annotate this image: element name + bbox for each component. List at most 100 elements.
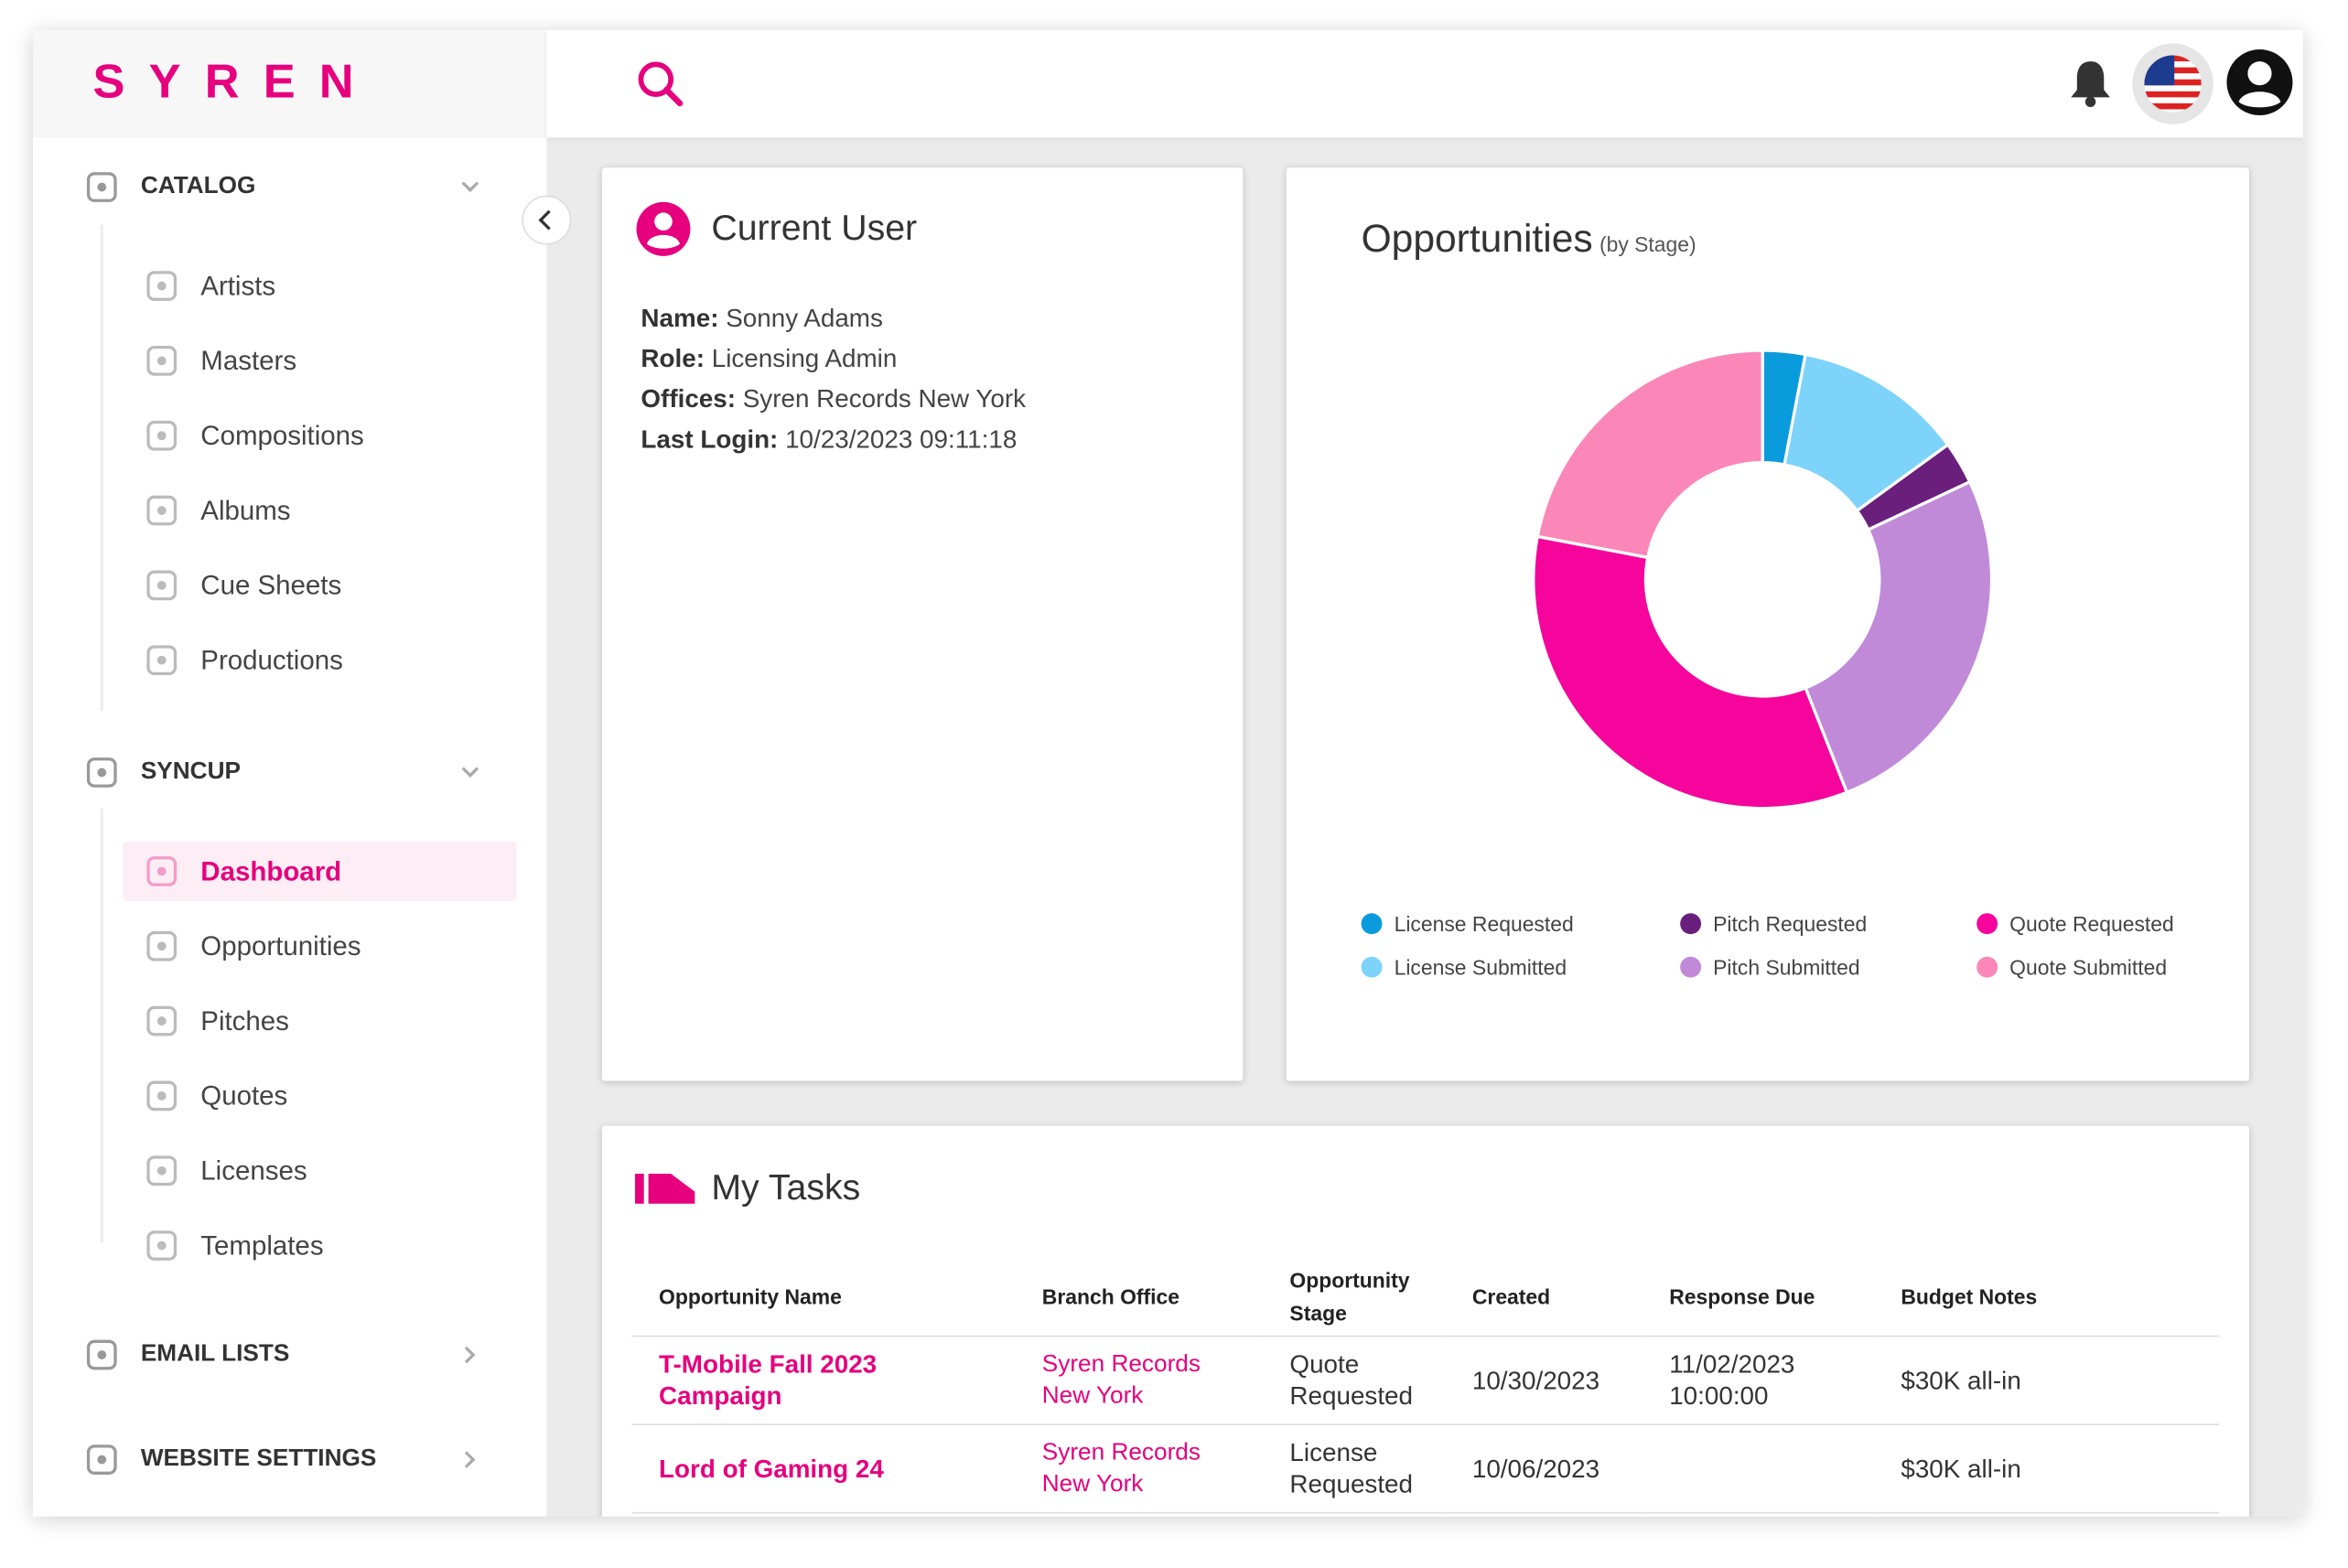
nav-item[interactable]: Productions [123,630,516,690]
nav-item[interactable]: Albums [123,480,516,540]
legend-label: License Requested [1394,910,1574,935]
column-header: Created [1445,1257,1643,1337]
icon-shape [146,420,178,451]
card-title: Current User [711,208,918,249]
nav-section[interactable]: CATALOG [84,169,479,205]
table-cell: $30K all-in [1873,1424,2220,1514]
legend-label: Pitch Submitted [1713,954,1860,979]
icon-shape [156,1165,167,1176]
search-icon[interactable] [637,59,684,107]
nav-section[interactable]: EMAIL LISTS [84,1337,476,1372]
column-header: Opportunity Name [631,1257,1016,1337]
nav-icon [146,346,178,376]
chart-subtitle: (by Stage) [1599,231,1696,256]
field-value: Syren Records New York [742,384,1027,413]
nav-item[interactable]: Pitches [123,991,516,1050]
chart-heading: Opportunities (by Stage) [1362,216,1696,263]
table-cell[interactable]: Syren Records New York [1015,1336,1263,1425]
donut-slice [1804,479,1994,795]
chevron-shape [461,181,479,193]
legend-entry: Quote Requested [1976,901,2276,944]
legend-swatch [1361,955,1383,977]
nav-section[interactable]: WEBSITE SETTINGS [84,1442,476,1477]
nav-icon [146,645,178,676]
legend-swatch [1361,912,1383,934]
legend-entry: Quote Submitted [1976,945,2276,988]
table-cell: Quote Requested [1262,1336,1446,1425]
card-title: My Tasks [711,1167,861,1208]
language-flag[interactable] [2131,42,2215,126]
nav-icon [86,1339,117,1370]
nav-section-title: EMAIL LISTS [140,1341,290,1368]
bell-icon[interactable] [2068,57,2113,108]
legend-entry: Pitch Requested [1680,901,1976,944]
nav-item[interactable]: Templates [123,1216,516,1275]
legend-label: Quote Submitted [2009,954,2168,979]
icon-shape [146,1155,178,1187]
nav-icon [146,1080,178,1112]
field-label: Offices: [641,384,737,413]
nav-section-title: CATALOG [140,173,256,199]
nav-icon [146,930,178,961]
icon-shape [146,1005,178,1036]
collapse-button[interactable] [520,193,574,247]
tasks-card: My Tasks Opportunity Name Branch Office Op… [601,1125,2250,1517]
sidebar: SYREN CATALOG Artists Masters Compositions A… [33,29,547,1517]
legend-label: Pitch Requested [1713,910,1868,935]
icon-shape [156,580,167,590]
opportunities-card: Opportunities (by Stage) License Request… [1286,167,2250,1081]
icon-shape [97,1350,107,1359]
icon-shape [97,1455,107,1465]
table-cell[interactable]: T-Mobile Fall 2023 Campaign [631,1336,1016,1425]
column-header: Budget Notes [1873,1257,2220,1337]
nav-section-title: SYNCUP [140,758,241,785]
nav-item-label: Artists [200,270,276,301]
nav-icon [146,1005,178,1036]
icon-shape [156,866,167,876]
icon-shape [156,356,167,366]
nav-line [100,808,103,1243]
table-body: T-Mobile Fall 2023 Campaign Syren Records… [631,1336,2220,1514]
donut-slice [1532,534,1849,811]
nav-item-label: Pitches [200,1004,289,1036]
table-cell[interactable]: Lord of Gaming 24 [631,1424,1016,1514]
user-icon [636,201,691,256]
nav-icon [146,495,178,526]
nav-section[interactable]: SYNCUP [84,755,479,790]
nav-item[interactable]: Opportunities [123,917,516,976]
table-row: T-Mobile Fall 2023 Campaign Syren Records… [631,1336,2220,1425]
legend-swatch [1680,912,1702,934]
icon-shape [86,757,117,788]
nav-item[interactable]: Quotes [123,1066,516,1125]
nav-item[interactable]: Dashboard [123,841,517,902]
nav-item[interactable]: Cue Sheets [123,555,516,615]
icon-shape [86,1339,117,1370]
tasks-icon [634,1174,695,1204]
donut-slice [1535,349,1764,560]
column-header: Branch Office [1015,1257,1263,1337]
nav-item[interactable]: Licenses [123,1141,516,1200]
nav-item-label: Opportunities [200,930,361,961]
table-cell[interactable]: Syren Records New York [1015,1424,1263,1514]
nav-item-label: Templates [200,1230,324,1261]
user-field: Name: Sonny Adams [641,304,1026,334]
logo[interactable]: SYREN [92,53,378,108]
legend-entry: License Submitted [1361,945,1681,988]
chevron-shape [464,1346,476,1364]
icon-shape [146,346,178,376]
column-header: Opportunity Stage [1262,1257,1446,1337]
legend-label: Quote Requested [2009,910,2174,935]
nav-line [100,224,103,712]
nav-icon [86,172,117,202]
nav-icon [146,1155,178,1187]
legend: License Requested License Submitted Pitch … [1361,901,2277,988]
nav-item[interactable]: Artists [123,256,516,316]
donut-chart [1532,349,1994,811]
legend-swatch [1976,912,1998,934]
field-label: Last Login: [641,424,779,454]
profile-avatar[interactable] [2225,48,2294,116]
nav-item-label: Cue Sheets [200,569,342,600]
nav-icon [146,271,178,301]
nav-item[interactable]: Compositions [123,405,516,465]
nav-item[interactable]: Masters [123,331,516,391]
